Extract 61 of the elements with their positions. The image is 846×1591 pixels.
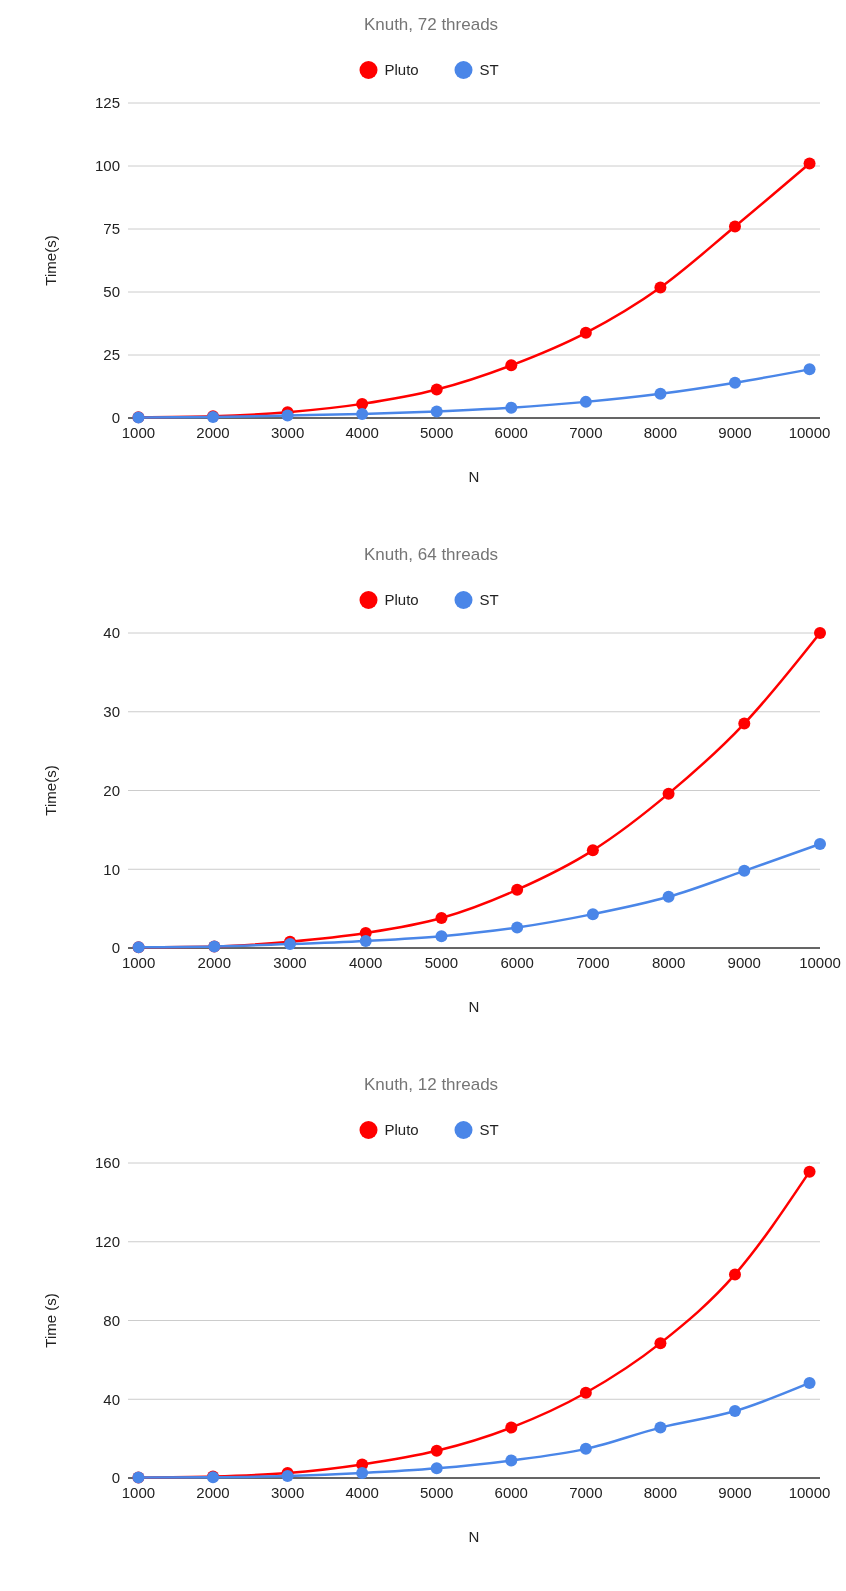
x-tick-label: 10000 <box>788 424 831 441</box>
x-tick-label: 2000 <box>196 424 230 441</box>
y-tick-label: 0 <box>111 1469 120 1487</box>
x-tick-label: 8000 <box>651 954 686 971</box>
y-tick-label: 0 <box>111 409 120 427</box>
legend-label: Pluto <box>384 591 419 609</box>
x-tick-label: 5000 <box>420 424 454 441</box>
x-tick-label: 10000 <box>799 954 841 971</box>
legend-label: ST <box>479 61 499 79</box>
x-tick-label: 7000 <box>569 424 603 441</box>
x-tick-label: 1000 <box>121 954 156 971</box>
x-tick-label: 4000 <box>349 954 383 971</box>
x-axis-title: N <box>468 998 480 1015</box>
y-tick-label: 160 <box>94 1154 120 1172</box>
x-tick-label: 9000 <box>718 1484 752 1501</box>
x-tick-label: 8000 <box>643 424 678 441</box>
x-tick-label: 1000 <box>121 1484 156 1501</box>
y-tick-label: 40 <box>103 1390 120 1408</box>
x-tick-label: 3000 <box>273 954 307 971</box>
x-tick-label: 3000 <box>270 424 305 441</box>
x-tick-label: 7000 <box>576 954 610 971</box>
x-tick-label: 4000 <box>345 424 379 441</box>
x-tick-label: 5000 <box>424 954 459 971</box>
x-tick-label: 9000 <box>727 954 761 971</box>
legend-label: Pluto <box>384 61 419 79</box>
x-tick-label: 6000 <box>494 424 528 441</box>
x-tick-label: 5000 <box>420 1484 454 1501</box>
y-tick-label: 100 <box>94 157 120 175</box>
y-tick-label: 40 <box>103 624 120 642</box>
x-tick-label: 6000 <box>494 1484 528 1501</box>
y-tick-label: 125 <box>94 94 120 112</box>
y-axis-title: Time(s) <box>42 235 59 286</box>
y-axis-title: Time (s) <box>42 1293 59 1348</box>
y-tick-label: 20 <box>103 781 120 799</box>
x-tick-label: 8000 <box>643 1484 678 1501</box>
y-tick-label: 80 <box>103 1311 120 1329</box>
chart-title: Knuth, 12 threads <box>363 1075 499 1094</box>
y-tick-label: 50 <box>103 283 120 301</box>
x-tick-label: 6000 <box>500 954 534 971</box>
y-tick-label: 30 <box>103 703 120 720</box>
x-tick-label: 9000 <box>718 424 752 441</box>
y-tick-label: 0 <box>111 939 120 957</box>
x-axis-title: N <box>468 468 480 485</box>
x-tick-label: 1000 <box>121 424 156 441</box>
y-tick-label: 75 <box>103 220 120 238</box>
chart-title: Knuth, 64 threads <box>363 545 499 564</box>
y-tick-label: 25 <box>103 346 120 364</box>
x-tick-label: 4000 <box>345 1484 379 1501</box>
y-tick-label: 10 <box>103 860 120 878</box>
legend-label: ST <box>479 1121 499 1139</box>
x-axis-title: N <box>468 1528 480 1545</box>
x-tick-label: 2000 <box>196 1484 230 1501</box>
x-tick-label: 10000 <box>788 1484 831 1501</box>
chart-title: Knuth, 72 threads <box>363 15 499 34</box>
x-tick-label: 2000 <box>197 954 231 971</box>
x-tick-label: 3000 <box>270 1484 305 1501</box>
x-tick-label: 7000 <box>569 1484 603 1501</box>
legend-label: ST <box>479 591 499 609</box>
y-axis-title: Time(s) <box>42 765 59 816</box>
legend-label: Pluto <box>384 1121 419 1139</box>
y-tick-label: 120 <box>94 1233 120 1250</box>
